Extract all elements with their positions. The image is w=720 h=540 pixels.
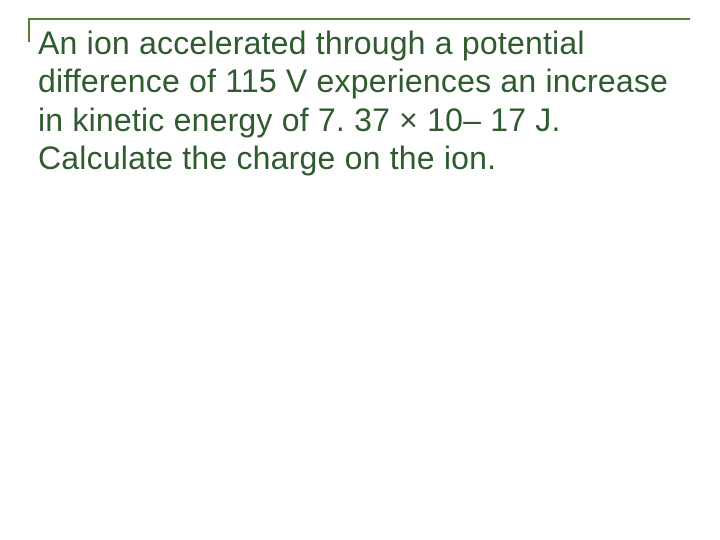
left-rule-tick: [28, 18, 30, 42]
slide-container: An ion accelerated through a potential d…: [0, 0, 720, 540]
problem-statement: An ion accelerated through a potential d…: [38, 24, 680, 178]
top-rule: [28, 18, 690, 20]
